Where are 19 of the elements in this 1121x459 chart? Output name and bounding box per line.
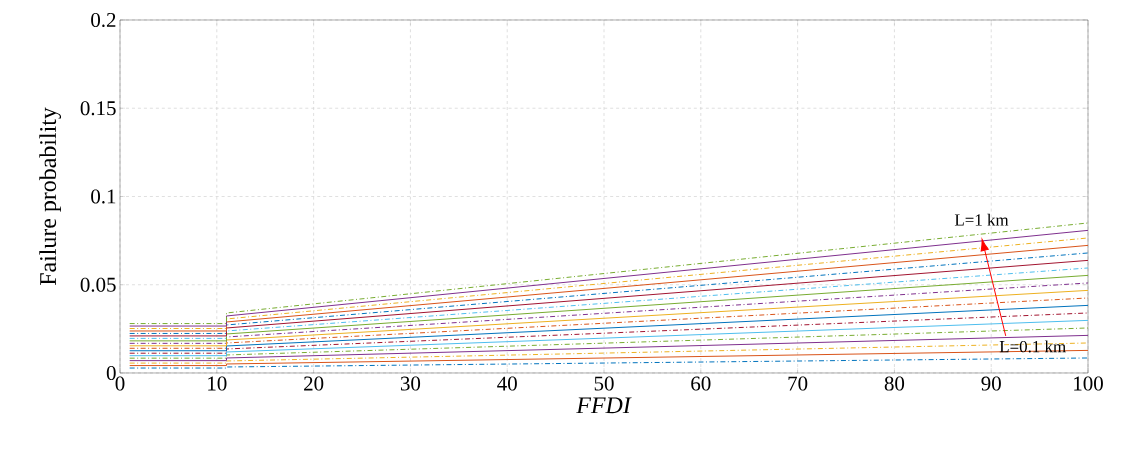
x-tick-label: 80 (884, 376, 905, 391)
x-tick-label: 10 (208, 376, 227, 391)
x-tick-label: 20 (304, 376, 324, 391)
y-tick-label: 0.15 (80, 101, 116, 116)
y-tick-label: 0.2 (91, 12, 116, 28)
x-tick-label: 100 (1074, 376, 1103, 391)
x-tick-label: 70 (788, 376, 808, 391)
annotation: L=0.1 km (999, 340, 1066, 353)
x-tick-label: 40 (497, 376, 517, 391)
y-axis-title: Failure probability (39, 107, 62, 286)
x-axis-title: FFDI (576, 397, 632, 414)
y-tick-label: 0 (106, 365, 116, 381)
x-tick-label: 60 (691, 376, 711, 391)
x-tick-label: 90 (981, 376, 1001, 391)
y-tick-label: 0.05 (80, 277, 116, 292)
annotation: L=1 km (954, 213, 1009, 226)
y-tick-label: 0.1 (91, 189, 116, 204)
x-tick-label: 50 (594, 376, 614, 391)
x-tick-label: 30 (400, 376, 421, 391)
